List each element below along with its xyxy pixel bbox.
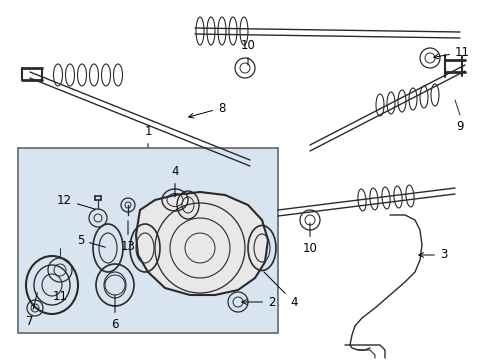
FancyBboxPatch shape — [18, 148, 278, 333]
Text: 11: 11 — [52, 290, 68, 303]
Text: 3: 3 — [419, 248, 447, 261]
Text: 10: 10 — [241, 39, 255, 65]
Text: 4: 4 — [171, 165, 179, 197]
Text: 6: 6 — [111, 295, 119, 331]
Text: 10: 10 — [302, 223, 318, 255]
Text: 11: 11 — [434, 45, 470, 59]
Text: 5: 5 — [76, 234, 105, 247]
Text: 12: 12 — [57, 194, 96, 209]
Text: 1: 1 — [144, 125, 152, 147]
Text: 8: 8 — [189, 102, 225, 118]
Polygon shape — [136, 192, 268, 295]
Text: 7: 7 — [26, 293, 37, 328]
Text: 2: 2 — [242, 296, 275, 309]
Text: 9: 9 — [456, 120, 464, 133]
Text: 13: 13 — [121, 221, 135, 253]
Text: 4: 4 — [264, 272, 297, 309]
